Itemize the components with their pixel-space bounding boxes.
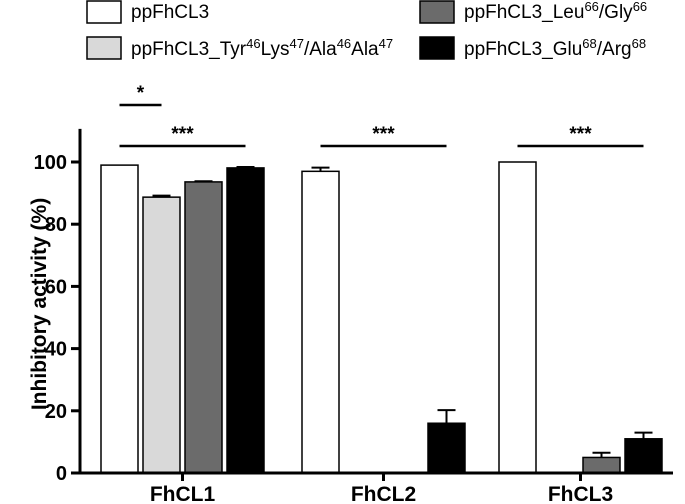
bar — [498, 161, 537, 474]
bar — [100, 164, 139, 474]
axes: 0 20 40 60 80 100 FhCL1 FhCL2 FhCL3 — [34, 128, 673, 504]
significance-annotations: **** *** *** — [119, 83, 644, 148]
y-tick-label: 40 — [45, 339, 67, 361]
legend: ppFhCL3 ppFhCL3_Tyr46Lys47/Ala46Ala47 ppFh… — [86, 0, 647, 60]
bar — [142, 196, 181, 474]
x-category-label: FhCL2 — [351, 483, 416, 504]
legend-swatch — [86, 0, 122, 24]
significance-label: * — [137, 83, 145, 104]
y-tick-label: 80 — [45, 214, 67, 236]
bar — [226, 167, 265, 474]
legend-swatch — [86, 36, 122, 60]
legend-entry: ppFhCL3 — [131, 2, 209, 23]
x-category-label: FhCL1 — [150, 483, 216, 504]
y-tick-label: 20 — [45, 401, 67, 423]
significance-label: *** — [171, 124, 194, 145]
x-category-label: FhCL3 — [548, 483, 613, 504]
legend-entry: ppFhCL3_Tyr46Lys47/Ala46Ala47 — [131, 36, 393, 60]
legend-entry: ppFhCL3_Leu66/Gly66 — [464, 0, 647, 23]
bar — [624, 438, 663, 474]
bar — [301, 170, 340, 474]
y-tick-label: 0 — [56, 463, 67, 485]
y-axis-label: Inhibitory activity (%) — [28, 198, 51, 410]
legend-swatch — [419, 0, 455, 24]
y-tick-label: 60 — [45, 276, 67, 298]
bar — [582, 456, 621, 474]
y-tick-label: 100 — [34, 152, 67, 174]
significance-label: *** — [372, 124, 395, 145]
legend-swatch — [419, 36, 455, 60]
significance-label: *** — [569, 124, 592, 145]
legend-entry: ppFhCL3_Glu68/Arg68 — [464, 36, 646, 60]
bars — [100, 161, 663, 474]
bar — [184, 181, 223, 474]
bar — [427, 422, 466, 474]
